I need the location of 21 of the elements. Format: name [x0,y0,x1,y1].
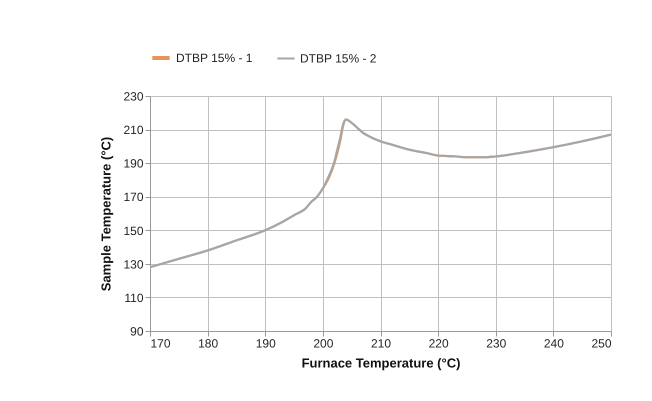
x-axis-title: Furnace Temperature (°C) [302,356,460,370]
y-tick-label: 110 [124,290,144,305]
y-tick-label: 210 [123,123,144,138]
x-tick-label: 200 [313,336,334,350]
legend-label: DTBP 15% - 1 [176,51,253,65]
x-tick-label: 230 [486,336,507,350]
x-tick-label: 220 [428,336,449,350]
y-tick-label: 230 [123,90,144,104]
y-tick-label: 150 [123,224,144,238]
x-tick-label: 190 [256,336,276,350]
y-tick-label: 170 [123,190,144,204]
x-tick-label: 250 [591,336,612,350]
x-tick-label: 210 [370,336,392,350]
legend-label: DTBP 15% - 2 [300,52,377,66]
y-tick-label: 90 [130,324,144,338]
y-tick-label: 190 [123,156,144,171]
x-tick-label: 180 [198,336,218,350]
x-tick-label: 170 [150,336,171,350]
y-tick-label: 130 [123,257,144,272]
y-axis-title: Sample Temperature (°C) [98,136,114,292]
x-tick-label: 240 [544,336,564,350]
